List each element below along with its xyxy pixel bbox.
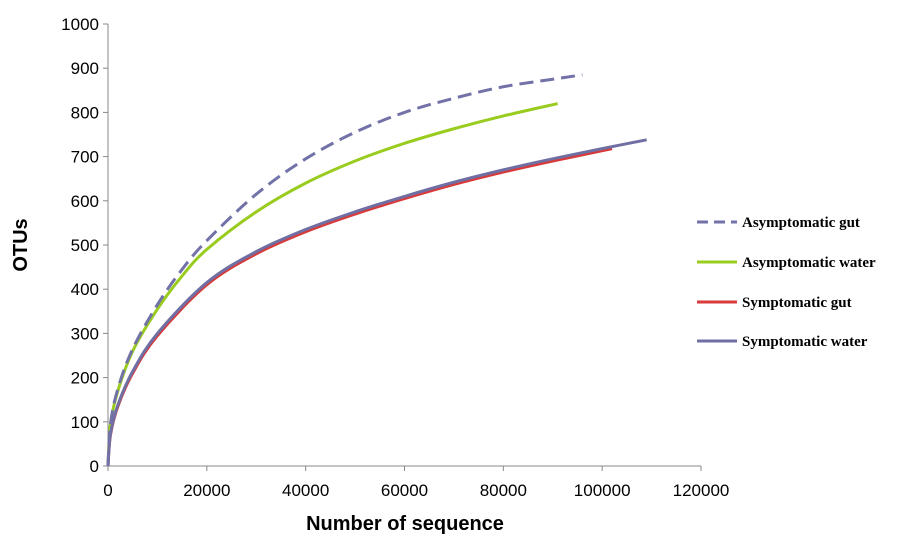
- x-tick-label: 20000: [183, 481, 230, 500]
- series-line-symptomatic-gut: [108, 149, 612, 466]
- legend-label-asymptomatic-gut: Asymptomatic gut: [742, 215, 860, 231]
- legend: Asymptomatic gut Asymptomatic water Sympto…: [697, 215, 876, 350]
- x-axis-title: Number of sequence: [306, 513, 504, 535]
- y-tick-label: 600: [71, 192, 99, 211]
- y-tick-label: 300: [71, 324, 99, 343]
- x-axis: 0 20000 40000 60000 80000 100000 120000: [103, 466, 729, 500]
- y-tick-label: 100: [71, 413, 99, 432]
- x-tick-label: 0: [103, 481, 112, 500]
- y-tick-label: 400: [71, 280, 99, 299]
- x-tick-label: 60000: [381, 481, 428, 500]
- y-tick-label: 800: [71, 103, 99, 122]
- x-tick-labels: 0 20000 40000 60000 80000 100000 120000: [103, 466, 729, 500]
- y-tick-label: 1000: [61, 15, 99, 34]
- series-line-asymptomatic-gut: [108, 75, 582, 466]
- legend-label-symptomatic-water: Symptomatic water: [742, 334, 868, 350]
- series-line-asymptomatic-water: [108, 104, 558, 466]
- legend-label-symptomatic-gut: Symptomatic gut: [742, 295, 852, 311]
- x-tick-label: 80000: [480, 481, 527, 500]
- y-axis-title: OTUs: [10, 218, 32, 271]
- y-axis: 0 100 200 300 400 500 600 700 800 900 1000: [61, 15, 108, 476]
- y-tick-label: 200: [71, 369, 99, 388]
- y-tick-label: 500: [71, 236, 99, 255]
- series-lines: [108, 75, 647, 466]
- x-tick-label: 120000: [673, 481, 730, 500]
- y-tick-label: 700: [71, 148, 99, 167]
- y-tick-label: 900: [71, 59, 99, 78]
- y-tick-labels: 0 100 200 300 400 500 600 700 800 900 1000: [61, 15, 108, 476]
- y-tick-label: 0: [90, 457, 99, 476]
- legend-label-asymptomatic-water: Asymptomatic water: [742, 255, 876, 271]
- x-tick-label: 40000: [282, 481, 329, 500]
- x-tick-label: 100000: [574, 481, 631, 500]
